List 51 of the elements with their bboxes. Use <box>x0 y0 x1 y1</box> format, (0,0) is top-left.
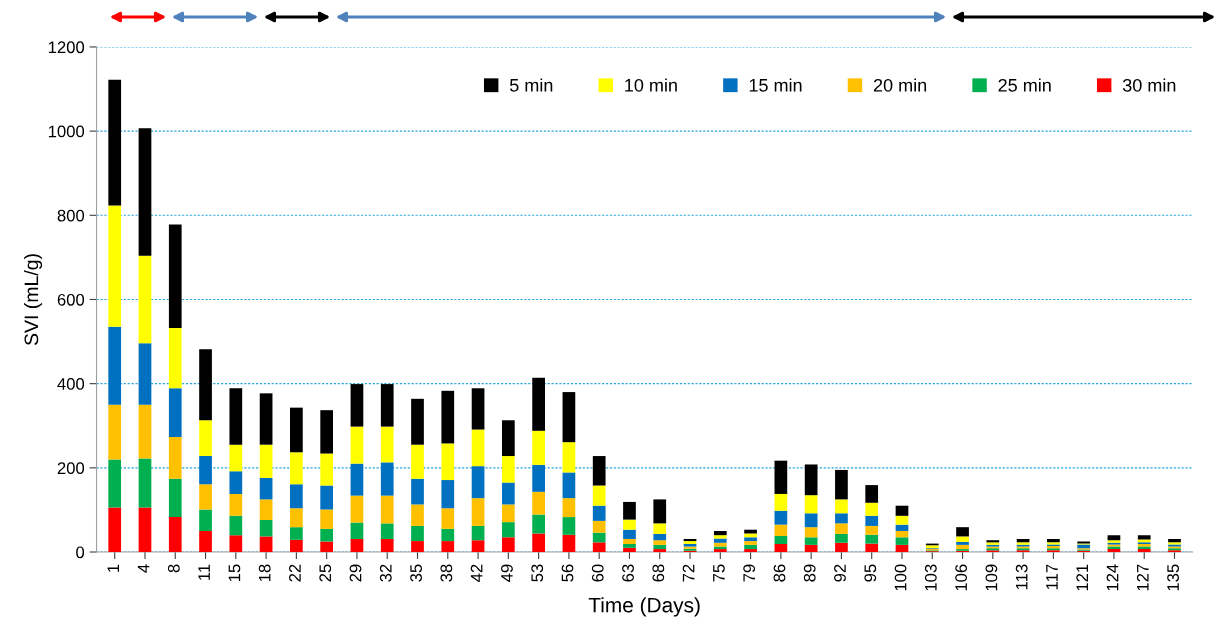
x-tick-label: 75 <box>713 564 725 582</box>
legend-label: 5 min <box>509 78 553 92</box>
legend-label: 15 min <box>749 78 802 92</box>
x-tick-label: 106 <box>955 564 968 591</box>
x-tick-label: 121 <box>1076 564 1088 591</box>
x-tick-label: 92 <box>834 564 846 582</box>
y-tick-label: 200 <box>57 462 85 475</box>
legend-label: 10 min <box>625 78 677 92</box>
x-tick-label: 109 <box>985 564 998 591</box>
legend-label: 20 min <box>873 78 927 92</box>
x-tick-label: 79 <box>743 564 756 582</box>
y-tick-label: 1000 <box>48 125 85 138</box>
x-tick-label: 113 <box>1015 564 1028 590</box>
x-tick-label: 42 <box>470 564 483 582</box>
x-tick-label: 86 <box>773 564 786 582</box>
x-tick-label: 124 <box>1106 564 1119 591</box>
x-tick-label: 4 <box>137 564 150 573</box>
x-tick-label: 127 <box>1136 564 1149 591</box>
x-tick-label: 72 <box>682 564 695 582</box>
x-tick-label: 60 <box>591 564 604 582</box>
x-tick-label: 103 <box>924 564 937 591</box>
x-tick-label: 35 <box>410 564 422 582</box>
x-tick-label: 11 <box>198 564 210 580</box>
x-tick-label: 1 <box>107 564 120 572</box>
x-tick-label: 63 <box>622 564 634 582</box>
x-tick-label: 68 <box>652 564 665 582</box>
legend-label: 30 min <box>1122 78 1176 92</box>
x-tick-label: 38 <box>440 564 453 582</box>
y-tick-label: 1200 <box>48 41 85 54</box>
x-tick-label: 135 <box>1167 564 1179 591</box>
x-tick-label: 49 <box>501 564 513 582</box>
x-tick-label: 32 <box>379 564 392 582</box>
legend-label: 25 min <box>998 78 1051 92</box>
x-tick-label: 53 <box>531 564 544 582</box>
x-axis-title: Time (Days) <box>588 597 700 617</box>
x-tick-label: 8 <box>167 564 180 573</box>
x-tick-label: 56 <box>561 564 574 582</box>
x-tick-label: 22 <box>289 564 301 582</box>
x-tick-label: 95 <box>864 564 877 582</box>
x-tick-label: 89 <box>803 564 816 582</box>
x-tick-label: 29 <box>349 564 362 582</box>
x-tick-label: 117 <box>1046 564 1058 590</box>
x-tick-label: 100 <box>894 564 907 591</box>
y-tick-label: 0 <box>76 546 85 559</box>
x-tick-label: 15 <box>228 564 241 582</box>
y-tick-label: 800 <box>57 209 85 222</box>
x-tick-label: 25 <box>319 564 332 582</box>
y-axis-title: SVI (mL/g) <box>23 254 43 346</box>
x-tick-label: 18 <box>258 564 271 582</box>
y-tick-label: 400 <box>57 378 85 390</box>
y-tick-label: 600 <box>57 293 85 306</box>
